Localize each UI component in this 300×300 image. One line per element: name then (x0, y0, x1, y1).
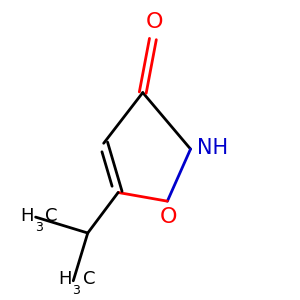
Text: H: H (21, 207, 34, 225)
Text: O: O (160, 207, 178, 227)
Text: 3: 3 (72, 284, 80, 297)
Text: O: O (146, 12, 163, 32)
Text: C: C (45, 207, 58, 225)
Text: NH: NH (197, 138, 228, 158)
Text: C: C (83, 270, 95, 288)
Text: 3: 3 (34, 220, 43, 234)
Text: H: H (58, 270, 72, 288)
